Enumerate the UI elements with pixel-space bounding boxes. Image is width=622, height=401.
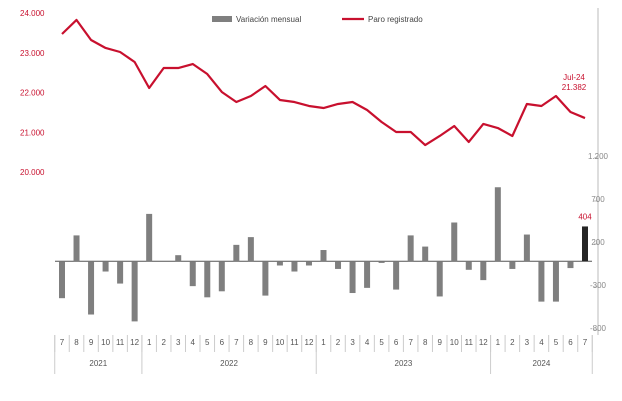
x-tick-label: 7: [234, 338, 239, 347]
x-tick-label: 11: [465, 338, 474, 347]
x-tick-label: 9: [437, 338, 442, 347]
bar: [451, 222, 458, 262]
line-value-label: 21.382: [562, 83, 587, 92]
x-tick-label: 1: [496, 338, 501, 347]
x-tick-label: 11: [290, 338, 299, 347]
y-tick-label: -300: [590, 281, 607, 290]
bar: [247, 237, 254, 262]
bar: [393, 261, 400, 290]
x-group-label: 2024: [533, 359, 551, 368]
x-tick-label: 10: [450, 338, 459, 347]
x-tick-label: 10: [101, 338, 110, 347]
line: [61, 18, 586, 147]
bar: [494, 187, 501, 262]
x-tick-label: 9: [263, 338, 268, 347]
x-tick-label: 9: [89, 338, 94, 347]
x-tick-label: 12: [130, 338, 139, 347]
y-tick-label: 1.200: [588, 152, 609, 161]
y2-tick-label: 22.000: [20, 89, 45, 98]
x-tick-label: 4: [539, 338, 544, 347]
x-tick-label: 2: [336, 338, 341, 347]
x-tick-label: 4: [191, 338, 196, 347]
bar: [218, 261, 225, 292]
x-tick-label: 5: [205, 338, 210, 347]
x-tick-label: 3: [176, 338, 181, 347]
x-tick-label: 8: [74, 338, 79, 347]
bar: [305, 261, 312, 266]
bar: [262, 261, 269, 296]
y2-tick-label: 20.000: [20, 168, 45, 177]
bar: [88, 261, 95, 315]
bar: [146, 213, 153, 262]
bar: [349, 261, 356, 294]
bar: [233, 244, 240, 262]
x-tick-label: 2: [510, 338, 515, 347]
bar: [407, 235, 414, 262]
x-tick-label: 12: [305, 338, 314, 347]
legend-label: Variación mensual: [236, 15, 301, 24]
bar: [552, 261, 559, 302]
bar: [189, 261, 196, 287]
bar: [131, 261, 138, 322]
x-tick-label: 7: [408, 338, 413, 347]
legend-swatch: [212, 16, 232, 22]
x-tick-label: 5: [554, 338, 559, 347]
bar: [465, 261, 472, 270]
y-tick-label: 200: [591, 238, 605, 247]
bar: [59, 261, 65, 299]
bar: [436, 261, 443, 297]
bar: [538, 261, 545, 302]
x-tick-label: 7: [60, 338, 65, 347]
bar: [335, 261, 342, 269]
x-tick-label: 6: [568, 338, 573, 347]
x-tick-label: 4: [365, 338, 370, 347]
x-tick-label: 6: [220, 338, 225, 347]
x-tick-label: 12: [479, 338, 488, 347]
x-tick-label: 1: [321, 338, 326, 347]
x-tick-label: 7: [583, 338, 588, 347]
legend-label: Paro registrado: [368, 15, 423, 24]
x-tick-label: 6: [394, 338, 399, 347]
x-tick-label: 3: [350, 338, 355, 347]
x-group-label: 2023: [395, 359, 413, 368]
bar-value-label: 404: [578, 213, 592, 222]
x-tick-label: 5: [379, 338, 384, 347]
x-tick-label: 8: [249, 338, 254, 347]
bar: [204, 261, 211, 298]
bar: [567, 261, 574, 269]
annotation: Jul-24: [563, 73, 585, 82]
x-tick-label: 1: [147, 338, 152, 347]
bar: [480, 261, 487, 281]
x-group-label: 2021: [89, 359, 107, 368]
bar: [102, 261, 109, 272]
bar: [291, 261, 298, 272]
bar: [364, 261, 371, 288]
bar: [582, 226, 588, 262]
y2-tick-label: 21.000: [20, 128, 45, 137]
bar: [523, 234, 530, 262]
y-tick-label: 700: [591, 195, 605, 204]
bar: [73, 235, 80, 262]
bar: [378, 261, 385, 263]
y-tick-label: -800: [590, 324, 607, 333]
x-tick-label: 10: [275, 338, 284, 347]
bar: [320, 250, 327, 262]
x-tick-label: 3: [525, 338, 530, 347]
y2-tick-label: 23.000: [20, 49, 45, 58]
x-tick-label: 2: [161, 338, 166, 347]
bar: [422, 246, 429, 262]
x-tick-label: 11: [116, 338, 125, 347]
bar: [117, 261, 124, 284]
y2-tick-label: 24.000: [20, 9, 45, 18]
bar: [276, 261, 283, 266]
x-tick-label: 8: [423, 338, 428, 347]
bar: [175, 255, 182, 262]
x-group-label: 2022: [220, 359, 238, 368]
bar: [509, 261, 516, 269]
